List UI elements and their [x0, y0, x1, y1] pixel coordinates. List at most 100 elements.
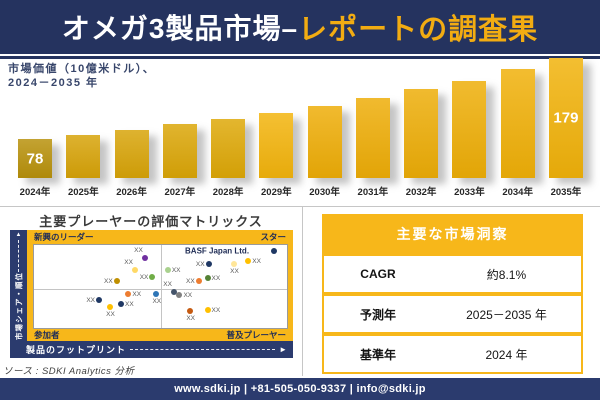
row-label-forecast-years: 予測年: [359, 307, 396, 322]
bar-value-label: 179: [553, 109, 579, 127]
matrix-y-axis-label: 市場シェア・順位: [14, 272, 23, 340]
matrix-plot: BASF Japan Ltd. XX XX XX XX XX XX XX XX XX XX XX XX…: [33, 244, 288, 329]
data-point-dot: [141, 254, 148, 261]
arrow-up-icon: ▲: [15, 232, 22, 238]
chart-caption: 市場価値（10億米ドル）、 2024－2035 年: [8, 62, 238, 90]
data-point-dot: [153, 291, 160, 298]
source-note: ソース : SDKI Analytics 分析: [3, 366, 135, 377]
x-axis-tick-label: 2031年: [357, 187, 389, 198]
bar-2025年: [66, 135, 101, 178]
matrix-bottom-band: 参加者 普及プレーヤー: [27, 328, 293, 341]
x-axis-tick-label: 2024年: [19, 187, 51, 198]
bar-2031年: [355, 98, 390, 178]
row-value-cagr: 約8.1%: [486, 267, 527, 282]
data-point-label: XX: [152, 298, 162, 306]
data-point-dot: [204, 307, 211, 314]
matrix-y-axis-bar: ▲ 市場シェア・順位: [10, 230, 27, 341]
quadrant-label-pervasive-players: 普及プレーヤー: [226, 329, 286, 340]
bar-2035年: 179: [548, 58, 583, 178]
data-point-label: XX: [139, 273, 149, 281]
data-point-dot: [131, 267, 138, 274]
report-header: オメガ3製品市場– レポートの調査果: [0, 0, 600, 54]
bar-2029年: [259, 113, 294, 178]
data-point-label: XX: [211, 274, 221, 282]
chart-caption-line2: 2024－2035 年: [8, 77, 99, 89]
data-point-dot: [204, 274, 211, 281]
data-point-label: XX: [186, 277, 195, 285]
matrix-x-axis-label: 製品のフットプリント: [26, 345, 127, 355]
footer-contact-text: www.sdki.jp | +81-505-050-9337 | info@sd…: [174, 383, 426, 395]
x-axis-tick-label: 2033年: [454, 187, 485, 198]
x-axis-dashed-line: [130, 349, 276, 350]
data-point-label: XX: [163, 281, 172, 289]
data-point-dot: [271, 248, 278, 255]
bar-2024年: 78: [18, 139, 52, 178]
data-point-label: XX: [195, 261, 205, 269]
bar-2026年: [114, 130, 149, 178]
x-axis-tick-label: 2032年: [405, 187, 437, 198]
data-point-dot: [231, 261, 238, 268]
x-axis-tick-label: 2028年: [212, 187, 244, 198]
data-point-label: XX: [125, 301, 134, 309]
data-point-dot: [149, 273, 156, 280]
data-point-dot: [113, 278, 120, 285]
company-label-basf: BASF Japan Ltd.: [185, 246, 250, 256]
chart-caption-line1: 市場価値（10億米ドル）、: [8, 63, 156, 75]
data-point-dot: [118, 301, 125, 308]
data-point-label: XX: [252, 258, 261, 266]
header-divider-rule: [0, 56, 600, 59]
data-point-label: XX: [230, 268, 239, 276]
bar-group: 78 179: [18, 58, 583, 178]
data-point-label: XX: [106, 310, 115, 318]
x-axis-tick-label: 2027年: [164, 187, 196, 198]
data-point-dot: [195, 277, 202, 284]
report-title-market: オメガ3製品市場–: [61, 13, 299, 44]
data-point-dot: [96, 297, 103, 304]
quadrant-label-stars: スター: [260, 232, 286, 242]
data-point-label: XX: [132, 291, 142, 299]
data-point-dot: [107, 303, 114, 310]
bar-value-label: 78: [26, 150, 44, 167]
data-point-dot: [245, 258, 252, 265]
matrix-title: 主要プレーヤーの評価マトリックス: [39, 214, 263, 229]
data-point-label: XX: [171, 266, 181, 274]
data-point-dot: [170, 289, 177, 296]
bar-2027年: [162, 124, 197, 178]
data-point-dot: [125, 291, 132, 298]
row-value-forecast-years: 2025－2035 年: [466, 307, 547, 322]
quadrant-divider-vertical: [160, 245, 162, 328]
quadrant-label-participants: 参加者: [34, 329, 60, 340]
data-point-dot: [205, 261, 212, 268]
x-axis-tick-label: 2030年: [309, 187, 340, 198]
row-label-base-year: 基準年: [359, 347, 396, 362]
vertical-divider: [302, 206, 303, 376]
market-insights-table: 主要な市場洞察 CAGR 約8.1% 予測年 2025－2035 年 基準年 2…: [322, 214, 583, 374]
bar-2032年: [404, 89, 439, 178]
x-axis-tick-label: 2029年: [261, 187, 292, 198]
x-axis-tick-label: 2025年: [67, 187, 99, 198]
row-label-cagr: CAGR: [360, 267, 396, 281]
table-row: 基準年 2024 年: [324, 336, 581, 372]
report-title-findings: レポートの調査果: [298, 14, 539, 46]
bar-2033年: [452, 81, 487, 178]
bar-2034年: [500, 69, 535, 178]
data-point-label: XX: [86, 297, 96, 305]
arrow-right-icon: ►: [279, 344, 287, 354]
row-value-base-year: 2024 年: [485, 347, 528, 362]
data-point-label: XX: [183, 291, 193, 299]
horizontal-divider: [0, 206, 600, 207]
table-row: 予測年 2025－2035 年: [324, 296, 581, 332]
quadrant-label-emerging-leaders: 新興のリーダー: [34, 232, 94, 242]
data-point-label: XX: [104, 278, 113, 286]
data-point-label: XX: [124, 259, 133, 267]
matrix-x-axis-bar: 製品のフットプリント ►: [10, 341, 293, 358]
data-point-label: XX: [211, 307, 221, 315]
bar-2030年: [307, 106, 342, 178]
y-axis-dashed-line: [18, 240, 19, 272]
player-evaluation-matrix: ▲ 市場シェア・順位 製品のフットプリント ► 新興のリーダー スター BASF…: [10, 230, 293, 358]
matrix-top-band: 新興のリーダー スター: [27, 230, 293, 244]
data-point-dot: [164, 266, 171, 273]
x-axis-tick-label: 2026年: [116, 187, 147, 198]
x-axis-tick-label: 2035年: [550, 187, 582, 198]
